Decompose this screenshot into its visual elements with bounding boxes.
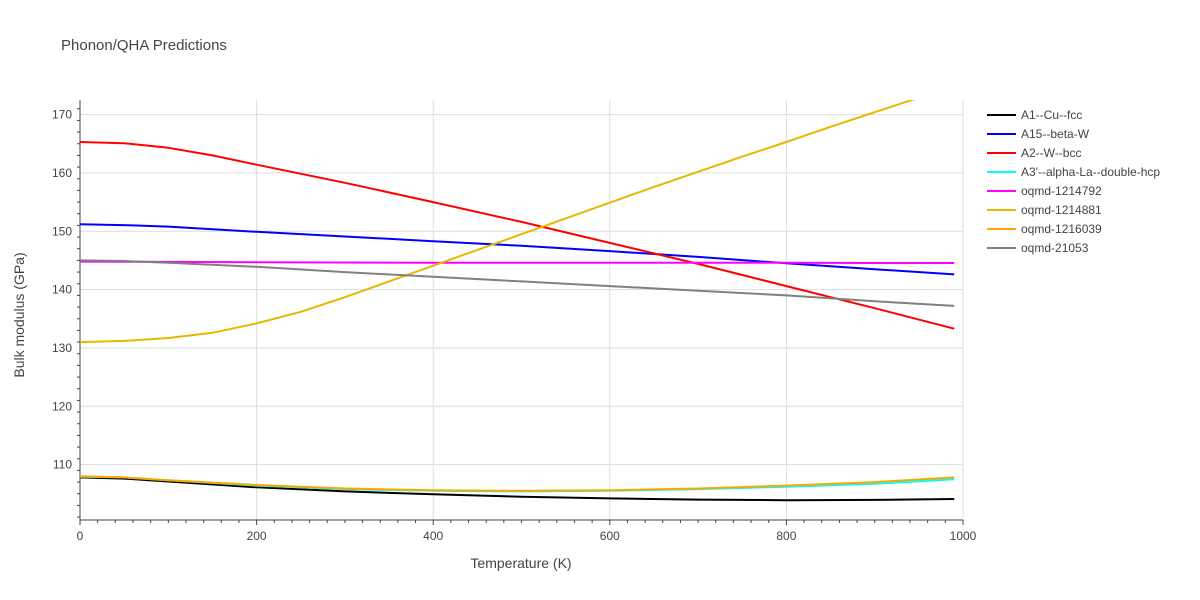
legend-label: A2--W--bcc: [1021, 146, 1081, 160]
legend-label: A15--beta-W: [1021, 127, 1090, 141]
series-line-2: [80, 141, 955, 330]
y-tick-label: 150: [52, 224, 72, 238]
x-tick-label: 1000: [950, 529, 977, 543]
axes: [77, 100, 964, 525]
legend-item[interactable]: A1--Cu--fcc: [987, 108, 1082, 122]
series-line-0: [80, 476, 955, 502]
y-tick-label: 170: [52, 108, 72, 122]
legend-item[interactable]: oqmd-1214881: [987, 203, 1102, 217]
legend-label: A1--Cu--fcc: [1021, 108, 1082, 122]
grid: [80, 100, 964, 520]
legend-item[interactable]: oqmd-1216039: [987, 222, 1102, 236]
legend-label: oqmd-1214792: [1021, 184, 1102, 198]
legend-item[interactable]: oqmd-1214792: [987, 184, 1102, 198]
series-line-1: [80, 223, 955, 276]
plot-area: [80, 100, 955, 502]
series-line-6: [80, 475, 955, 492]
legend[interactable]: A1--Cu--fcc A15--beta-W A2--W--bcc A3'--alp…: [987, 108, 1160, 255]
x-tick-label: 400: [423, 529, 443, 543]
y-tick-label: 140: [52, 283, 72, 297]
legend-label: oqmd-21053: [1021, 241, 1089, 255]
legend-label: oqmd-1214881: [1021, 203, 1102, 217]
series-line-4: [80, 260, 955, 264]
series-line-5: [80, 100, 916, 344]
legend-item[interactable]: A3'--alpha-La--double-hcp: [987, 165, 1160, 179]
y-tick-label: 110: [53, 458, 72, 472]
legend-label: oqmd-1216039: [1021, 222, 1102, 236]
y-tick-label: 160: [52, 166, 72, 180]
y-tick-label: 120: [52, 399, 72, 413]
legend-item[interactable]: A2--W--bcc: [987, 146, 1081, 160]
x-tick-label: 0: [77, 529, 84, 543]
x-tick-label: 200: [247, 529, 267, 543]
series-line-7: [80, 259, 955, 307]
legend-item[interactable]: oqmd-21053: [987, 241, 1089, 255]
y-tick-label: 130: [52, 341, 72, 355]
x-tick-label: 600: [600, 529, 620, 543]
x-axis-label: Temperature (K): [470, 555, 571, 571]
x-tick-label: 800: [776, 529, 796, 543]
legend-item[interactable]: A15--beta-W: [987, 127, 1090, 141]
chart-title: Phonon/QHA Predictions: [61, 37, 227, 54]
tick-labels: 0 200 400 600 800 1000 110 120 130 140 150 160 170: [52, 108, 977, 543]
legend-label: A3'--alpha-La--double-hcp: [1021, 165, 1160, 179]
y-axis-label: Bulk modulus (GPa): [11, 252, 27, 377]
